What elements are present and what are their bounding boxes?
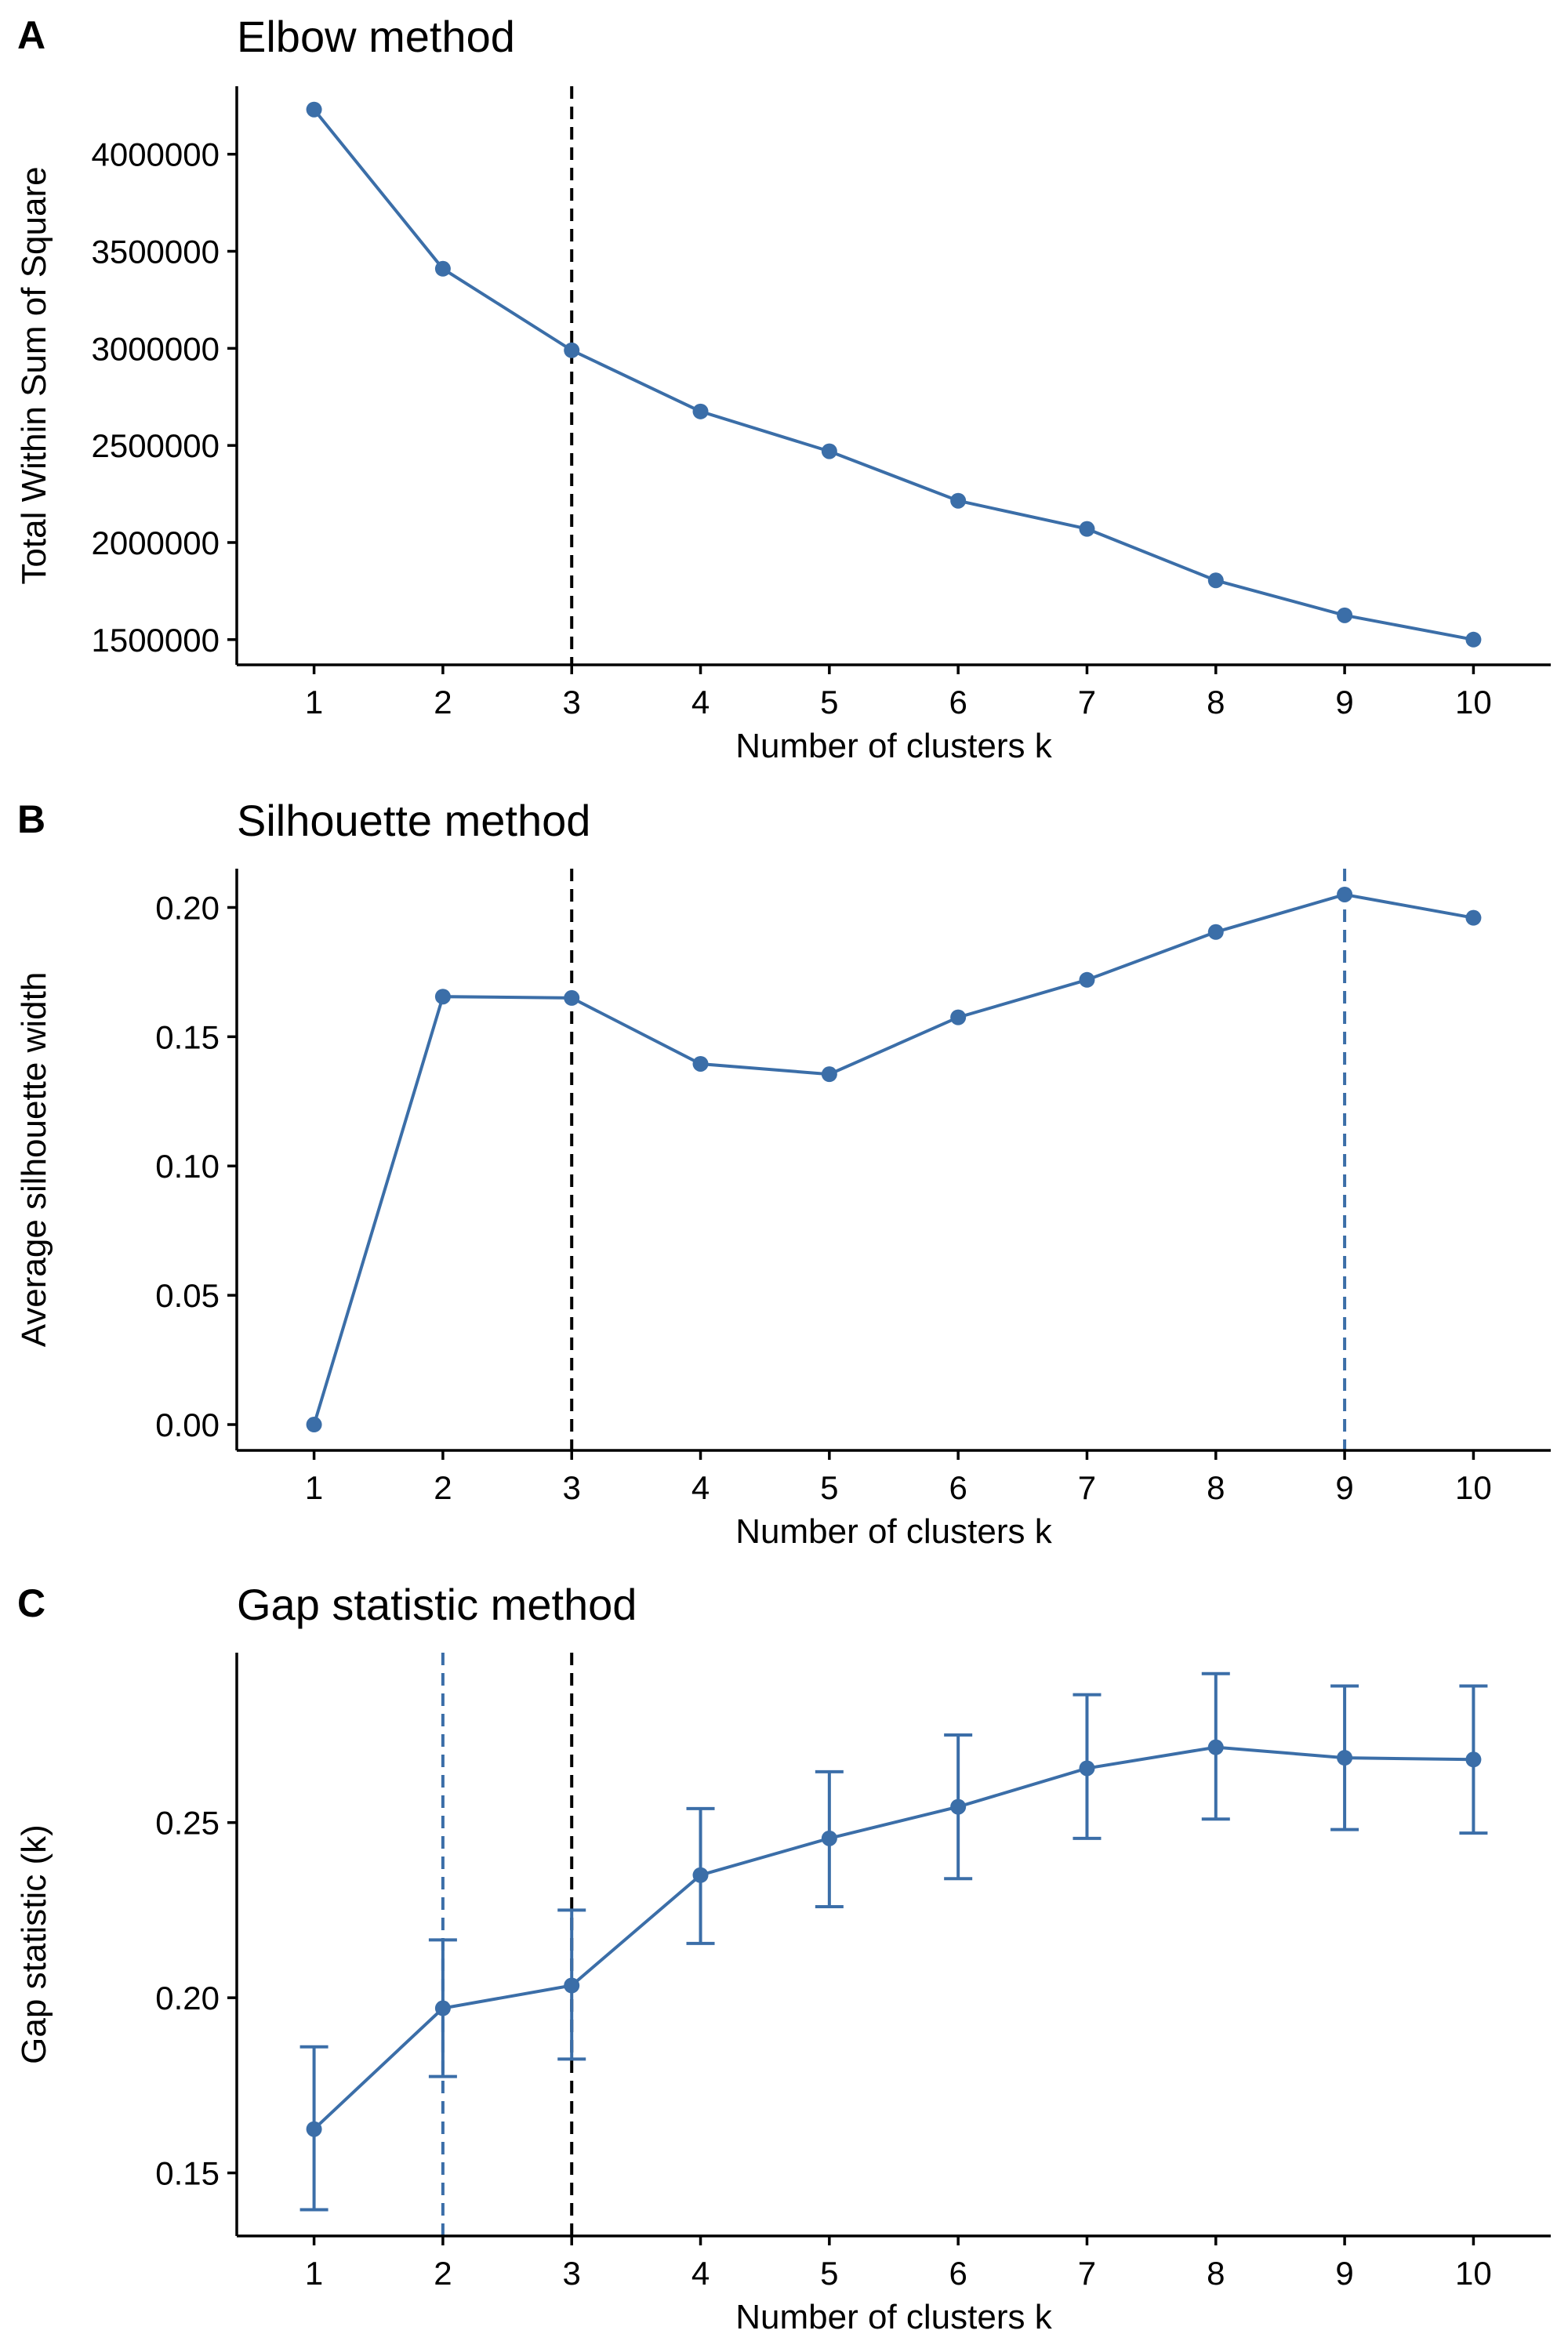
data-point xyxy=(1465,1751,1482,1768)
data-point xyxy=(821,443,837,459)
data-point xyxy=(1337,607,1353,623)
x-tick-label: 8 xyxy=(1207,684,1225,720)
panel-title: Elbow method xyxy=(237,12,515,61)
data-point xyxy=(950,1798,967,1815)
data-point xyxy=(1079,1760,1095,1777)
data-point xyxy=(821,1830,837,1846)
x-tick-label: 3 xyxy=(563,2255,581,2292)
x-tick-label: 9 xyxy=(1335,684,1353,720)
data-point xyxy=(1465,631,1482,648)
series-line xyxy=(312,892,1474,1425)
y-tick-label: 0.15 xyxy=(155,2155,220,2192)
x-axis-title: Number of clusters k xyxy=(735,1512,1052,1551)
panel-c: C Gap statistic method 1 2 3 4 5 6 7 8 9 10 0.15 0.20… xyxy=(15,1580,1551,2336)
x-tick-label: 6 xyxy=(949,684,967,720)
y-tick-label: 3500000 xyxy=(91,234,220,270)
series-line xyxy=(313,108,1474,641)
data-point xyxy=(306,101,322,118)
y-tick-label: 2000000 xyxy=(91,524,220,561)
data-point xyxy=(1079,971,1095,988)
data-point xyxy=(692,1055,709,1072)
y-tick-label: 4000000 xyxy=(91,136,220,173)
x-tick-label: 4 xyxy=(691,1469,710,1506)
data-point xyxy=(1207,572,1224,589)
x-tick-label: 10 xyxy=(1455,1469,1492,1506)
panel-title: Gap statistic method xyxy=(237,1580,637,1629)
x-tick-label: 1 xyxy=(305,1469,323,1506)
panel-tag: A xyxy=(17,13,45,57)
x-tick-label: 3 xyxy=(563,684,581,720)
data-point xyxy=(564,989,580,1006)
y-axis-title: Total Within Sum of Square xyxy=(15,166,53,584)
series-line xyxy=(313,1745,1474,2131)
y-tick-label: 3000000 xyxy=(91,330,220,367)
data-point xyxy=(1207,1739,1224,1755)
x-axis-title: Number of clusters k xyxy=(735,2298,1052,2336)
x-tick-label: 6 xyxy=(949,1469,967,1506)
x-tick-label: 1 xyxy=(305,2255,323,2292)
data-point xyxy=(692,403,709,419)
x-tick-label: 8 xyxy=(1207,1469,1225,1506)
x-tick-label: 5 xyxy=(820,1469,838,1506)
panel-title: Silhouette method xyxy=(237,796,590,845)
data-point xyxy=(1337,886,1353,902)
x-tick-label: 1 xyxy=(305,684,323,720)
data-point xyxy=(306,1417,322,1433)
data-point xyxy=(434,260,451,277)
x-tick-label: 7 xyxy=(1078,2255,1096,2292)
y-tick-label: 0.20 xyxy=(155,1980,220,2016)
panel-tag: C xyxy=(17,1581,45,1625)
x-tick-label: 2 xyxy=(434,684,452,720)
x-tick-label: 9 xyxy=(1335,2255,1353,2292)
x-tick-label: 8 xyxy=(1207,2255,1225,2292)
x-tick-label: 5 xyxy=(820,2255,838,2292)
data-point xyxy=(564,1977,580,1994)
x-tick-label: 10 xyxy=(1455,684,1492,720)
y-tick-label: 0.20 xyxy=(155,889,220,926)
x-tick-label: 2 xyxy=(434,1469,452,1506)
panel-b: B Silhouette method 1 2 3 4 5 6 7 8 9 10 0.00 0.05 0.1… xyxy=(15,796,1551,1551)
x-tick-label: 5 xyxy=(820,684,838,720)
panel-a: A Elbow method 1 2 3 4 5 6 7 8 9 10 1500000 2000000 25… xyxy=(15,12,1551,765)
data-point xyxy=(434,989,451,1005)
y-tick-label: 0.00 xyxy=(155,1406,220,1443)
data-point xyxy=(306,2121,322,2137)
y-tick-label: 0.25 xyxy=(155,1805,220,1842)
data-point xyxy=(821,1066,837,1083)
data-point xyxy=(950,492,967,509)
y-tick-label: 0.15 xyxy=(155,1018,220,1055)
y-tick-label: 0.05 xyxy=(155,1277,220,1314)
x-tick-label: 2 xyxy=(434,2255,452,2292)
data-point xyxy=(1465,909,1482,926)
y-tick-label: 1500000 xyxy=(91,622,220,659)
x-tick-label: 7 xyxy=(1078,684,1096,720)
data-point xyxy=(1337,1750,1353,1766)
x-tick-label: 7 xyxy=(1078,1469,1096,1506)
y-tick-label: 2500000 xyxy=(91,427,220,464)
panel-tag: B xyxy=(17,797,45,841)
x-tick-label: 4 xyxy=(691,684,710,720)
x-tick-label: 6 xyxy=(949,2255,967,2292)
data-point xyxy=(564,342,580,358)
y-tick-label: 0.10 xyxy=(155,1148,220,1185)
data-point xyxy=(692,1867,709,1883)
x-tick-label: 3 xyxy=(563,1469,581,1506)
y-axis-title: Average silhouette width xyxy=(15,972,53,1348)
data-point xyxy=(1207,924,1224,940)
data-point xyxy=(434,2000,451,2016)
data-point xyxy=(1079,521,1095,537)
x-tick-label: 4 xyxy=(691,2255,710,2292)
data-point xyxy=(950,1009,967,1025)
x-axis-title: Number of clusters k xyxy=(735,727,1052,765)
x-tick-label: 10 xyxy=(1455,2255,1492,2292)
y-axis-title: Gap statistic (k) xyxy=(15,1824,53,2064)
x-tick-label: 9 xyxy=(1335,1469,1353,1506)
